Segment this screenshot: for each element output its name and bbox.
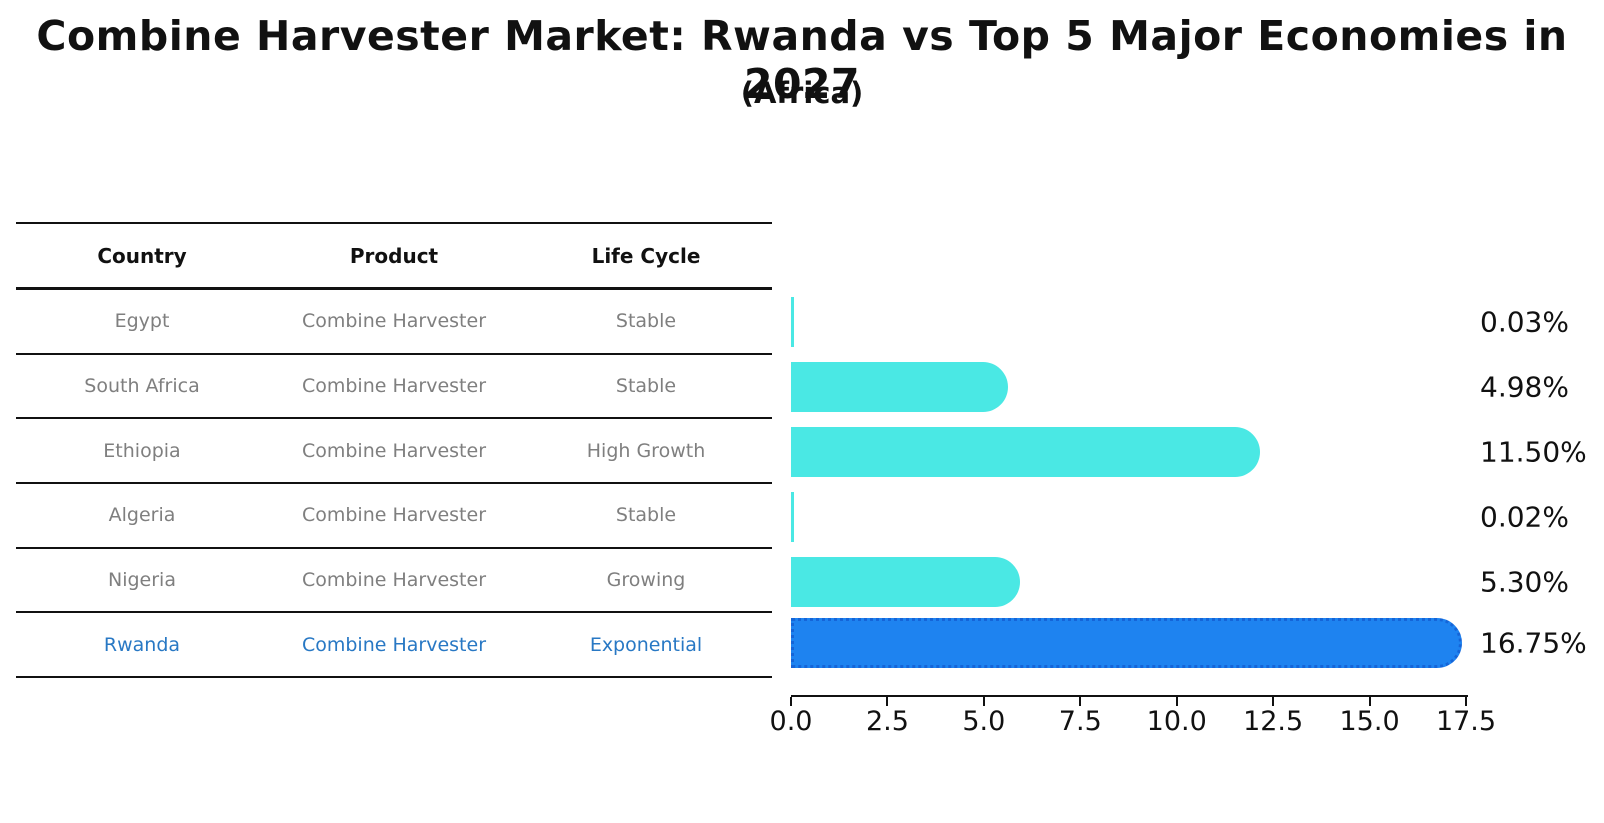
ethiopia-value-label: 11.50% [1480, 435, 1587, 469]
x-axis-tick [1079, 697, 1082, 706]
table-row-nigeria: Nigeria Combine Harvester Growing [16, 549, 772, 614]
x-axis-tick-label: 5.0 [962, 706, 1006, 737]
chart-subtitle: (Africa) [740, 76, 864, 110]
chart-title: Combine Harvester Market: Rwanda vs Top … [36, 12, 1568, 108]
country-cell: Ethiopia [103, 439, 181, 462]
x-axis-tick-label: 15.0 [1339, 706, 1400, 737]
life-cycle-cell: High Growth [586, 439, 706, 462]
algeria-bar [791, 492, 794, 542]
south-africa-value-label: 4.98% [1480, 370, 1569, 404]
product-cell: Combine Harvester [301, 439, 487, 462]
rwanda-value-label: 16.75% [1480, 626, 1587, 660]
table-row-egypt: Egypt Combine Harvester Stable [16, 290, 772, 355]
algeria-value-label: 0.02% [1480, 500, 1569, 534]
country-table: Country Product Life Cycle Egypt Combine… [16, 222, 772, 679]
x-axis-tick [1175, 697, 1178, 706]
table-row-rwanda: Rwanda Combine Harvester Exponential [16, 613, 772, 679]
table-row-ethiopia: Ethiopia Combine Harvester High Growth [16, 419, 772, 485]
product-cell: Combine Harvester [301, 504, 487, 527]
x-axis-tick [886, 697, 889, 706]
product-cell: Combine Harvester [301, 569, 487, 592]
life-cycle-cell: Stable [615, 504, 677, 527]
x-axis-tick-label: 2.5 [865, 706, 909, 737]
product-cell: Combine Harvester [301, 633, 487, 656]
header-life-cycle: Life Cycle [591, 243, 701, 268]
egypt-value-label: 0.03% [1480, 305, 1569, 339]
ethiopia-bar [791, 427, 1260, 477]
product-cell: Combine Harvester [301, 310, 487, 333]
table-row-south-africa: South Africa Combine Harvester Stable [16, 355, 772, 420]
country-cell: South Africa [84, 375, 200, 398]
nigeria-value-label: 5.30% [1480, 565, 1569, 599]
x-axis-tick [1368, 697, 1371, 706]
south-africa-bar [791, 362, 1009, 412]
life-cycle-cell: Stable [615, 310, 677, 333]
x-axis-tick-label: 7.5 [1058, 706, 1102, 737]
table-header-row: Country Product Life Cycle [16, 224, 772, 290]
header-product: Product [349, 243, 439, 268]
x-axis-tick [1272, 697, 1275, 706]
country-cell: Algeria [108, 504, 176, 527]
table-row-algeria: Algeria Combine Harvester Stable [16, 484, 772, 549]
x-axis-tick-label: 17.5 [1435, 706, 1497, 737]
egypt-bar [791, 297, 794, 347]
x-axis-tick-label: 12.5 [1243, 706, 1304, 737]
rwanda-bar [791, 618, 1463, 668]
x-axis-tick [790, 697, 792, 706]
x-axis-tick-label: 0.0 [769, 706, 813, 737]
country-cell: Egypt [114, 310, 170, 333]
x-axis-tick [1465, 697, 1467, 706]
product-cell: Combine Harvester [301, 375, 487, 398]
nigeria-bar [791, 557, 1021, 607]
x-axis-tick [982, 697, 985, 706]
country-cell: Rwanda [103, 633, 181, 656]
country-cell: Nigeria [108, 569, 176, 592]
x-axis-tick-label: 10.0 [1146, 706, 1207, 737]
life-cycle-cell: Growing [606, 569, 686, 592]
header-country: Country [97, 243, 187, 268]
life-cycle-cell: Exponential [589, 633, 703, 656]
life-cycle-cell: Stable [615, 375, 677, 398]
x-axis-spine [791, 695, 1468, 697]
